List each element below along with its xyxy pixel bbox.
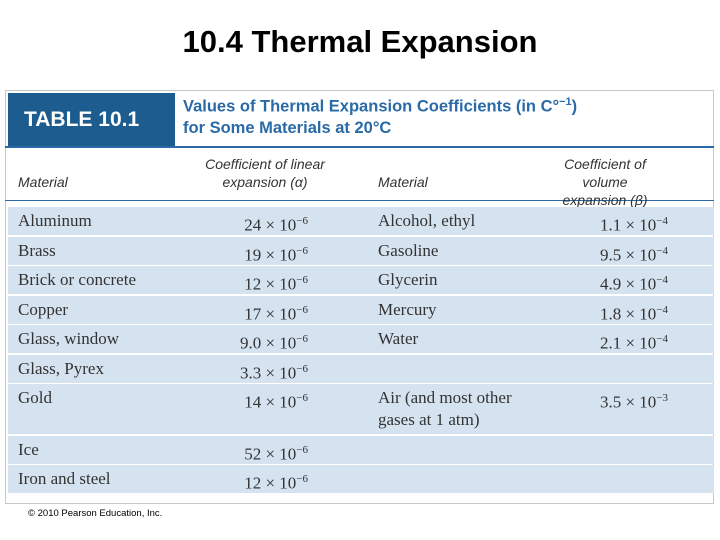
footer: © 2010 Pearson Education, Inc. xyxy=(28,508,163,519)
coefficient-base: 3.5 × 10 xyxy=(599,392,657,412)
fluid: Gasoline xyxy=(378,240,438,262)
rule xyxy=(5,146,714,148)
table-label: TABLE 10.1 xyxy=(8,93,175,146)
coefficient-base: 14 × 10 xyxy=(244,392,297,412)
coefficient-base: 1.8 × 10 xyxy=(599,304,657,324)
coefficient: 2.1 × 10−4 xyxy=(600,328,668,355)
coefficient-exponent: −6 xyxy=(296,473,308,485)
header-line: expansion (β) xyxy=(562,192,648,208)
coefficient-base: 1.1 × 10 xyxy=(599,215,657,235)
coefficient-base: 3.3 × 10 xyxy=(239,363,297,383)
table-row: Glass, Pyrex 3.3 × 10−6 xyxy=(8,354,714,385)
material: Copper xyxy=(18,299,69,319)
table-row: Gold 14 × 10−6 Air (and most other gases at… xyxy=(8,384,714,434)
caption-sup: −1 xyxy=(559,96,572,108)
material: Ice xyxy=(18,439,39,459)
fluid-line: Gasoline xyxy=(378,240,439,260)
column-header: Coefficient of volume expansion (β) xyxy=(540,155,670,209)
fluid: Air (and most other gases at 1 atm) xyxy=(378,387,512,431)
coefficient: 12 × 10−6 xyxy=(244,269,308,296)
coefficient-base: 2.1 × 10 xyxy=(599,333,657,353)
coefficient: 17 × 10−6 xyxy=(244,299,308,326)
coefficient-exponent: −4 xyxy=(656,274,668,286)
coefficient: 9.0 × 10−6 xyxy=(240,328,308,355)
coefficient-exponent: −6 xyxy=(296,244,308,257)
column-header: Coefficient of linear expansion (α) xyxy=(195,155,335,191)
coefficient-exponent: −4 xyxy=(656,333,668,345)
coefficient: 12 × 10−6 xyxy=(244,468,308,495)
coefficient-exponent: −6 xyxy=(296,362,308,375)
coefficient-exponent: −3 xyxy=(656,392,668,404)
table-row: Ice 52 × 10−6 xyxy=(8,435,714,466)
table-row: Aluminum 24 × 10−6 Alcohol, ethyl 1.1 × 10−… xyxy=(8,207,714,235)
header-line: expansion (α) xyxy=(222,174,308,190)
header-line: Coefficient of volume xyxy=(564,156,646,190)
coefficient-exponent: −6 xyxy=(296,392,308,404)
caption-line: for Some Materials at 20°C xyxy=(183,119,392,137)
material: Glass, window xyxy=(18,329,120,348)
material: Gold xyxy=(18,388,52,407)
fluid-line: Mercury xyxy=(378,299,437,319)
table-row: Copper 17 × 10−6 Mercury 1.8 × 10−4 xyxy=(8,295,714,326)
fluid: Glycerin xyxy=(378,269,437,291)
table-row: Brass 19 × 10−6 Gasoline 9.5 × 10−4 xyxy=(8,236,714,267)
caption-text: Values of Thermal Expansion Coefficients… xyxy=(183,97,560,116)
coefficient-exponent: −4 xyxy=(656,303,668,316)
material: Iron and steel xyxy=(18,469,111,488)
header-line: Material xyxy=(18,174,68,190)
caption-line: Values of Thermal Expansion Coefficients… xyxy=(183,96,577,117)
material: Aluminum xyxy=(18,211,92,230)
coefficient: 9.5 × 10−4 xyxy=(600,240,668,267)
coefficient-base: 24 × 10 xyxy=(244,215,297,235)
fluid-line: Water xyxy=(378,329,419,348)
table-row: Glass, window 9.0 × 10−6 Water 2.1 × 10−4 xyxy=(8,325,714,353)
coefficient-exponent: −4 xyxy=(656,244,668,257)
coefficient-exponent: −6 xyxy=(296,215,308,227)
slide-title: 10.4 Thermal Expansion xyxy=(182,24,538,59)
fluid-line: Air (and most other xyxy=(378,388,512,407)
table-row: Brick or concrete 12 × 10−6 Glycerin 4.9 × … xyxy=(8,266,714,294)
rule xyxy=(5,200,714,201)
caption-text: ) xyxy=(571,97,578,116)
coefficient-exponent: −6 xyxy=(296,274,308,286)
table-row: Iron and steel 12 × 10−6 xyxy=(8,465,714,493)
coefficient: 52 × 10−6 xyxy=(244,439,308,466)
column-header: Material xyxy=(18,173,68,191)
coefficient-exponent: −6 xyxy=(296,333,308,345)
coefficient: 4.9 × 10−4 xyxy=(600,269,668,296)
coefficient-exponent: −6 xyxy=(296,303,308,316)
column-header: Material xyxy=(378,173,428,191)
coefficient-base: 19 × 10 xyxy=(244,245,297,265)
fluid: Water xyxy=(378,328,418,350)
coefficient-base: 4.9 × 10 xyxy=(599,274,657,294)
material: Glass, Pyrex xyxy=(18,358,104,378)
fluid: Alcohol, ethyl xyxy=(378,210,475,232)
coefficient-base: 12 × 10 xyxy=(244,274,297,294)
coefficient: 24 × 10−6 xyxy=(244,210,308,237)
fluid-line: Glycerin xyxy=(378,270,438,289)
coefficient: 1.8 × 10−4 xyxy=(600,299,668,326)
coefficient: 19 × 10−6 xyxy=(244,240,308,267)
fluid-line: gases at 1 atm) xyxy=(378,410,480,429)
material: Brass xyxy=(18,240,56,260)
coefficient-exponent: −6 xyxy=(296,443,308,456)
coefficient: 1.1 × 10−4 xyxy=(600,210,668,237)
coefficient-base: 17 × 10 xyxy=(244,304,297,324)
coefficient: 3.5 × 10−3 xyxy=(600,387,668,414)
fluid: Mercury xyxy=(378,299,437,321)
coefficient: 14 × 10−6 xyxy=(244,387,308,414)
fluid-line: Alcohol, ethyl xyxy=(378,211,476,230)
coefficient-exponent: −4 xyxy=(656,215,668,227)
coefficient-base: 52 × 10 xyxy=(244,444,297,464)
coefficient-base: 12 × 10 xyxy=(244,473,297,493)
header-line: Material xyxy=(378,174,428,190)
coefficient-base: 9.0 × 10 xyxy=(239,333,297,353)
header-line: Coefficient of linear xyxy=(205,156,325,172)
material: Brick or concrete xyxy=(18,270,136,289)
coefficient-base: 9.5 × 10 xyxy=(599,245,657,265)
coefficient: 3.3 × 10−6 xyxy=(240,358,308,385)
